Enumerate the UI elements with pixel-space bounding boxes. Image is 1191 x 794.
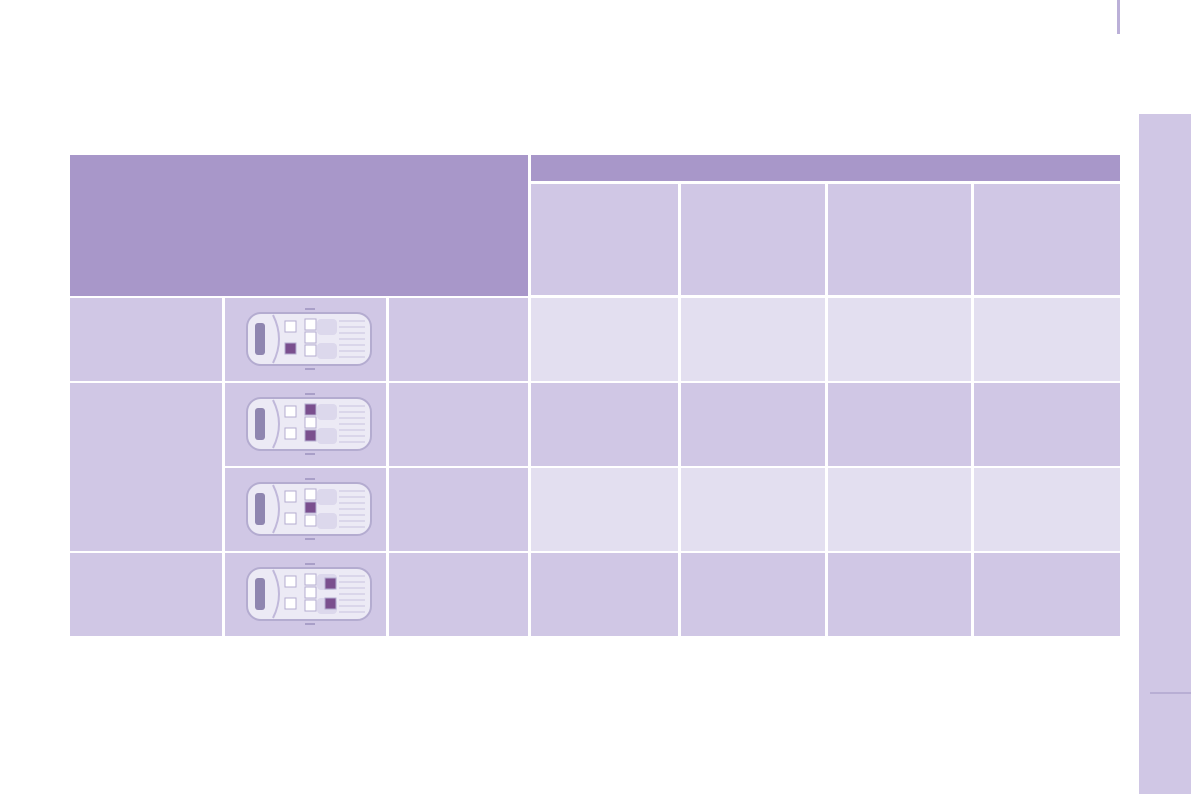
subheader-cell	[531, 184, 678, 295]
car-top-view-icon	[246, 478, 372, 540]
seat-driver	[284, 575, 297, 588]
value-cell	[531, 468, 678, 551]
value-cell	[531, 553, 678, 636]
subheader-cell	[974, 184, 1120, 295]
chapter-tab-divider	[1150, 692, 1191, 694]
seat-name-cell	[389, 553, 528, 636]
seat-front-passenger	[284, 427, 297, 440]
seat-row2-center	[304, 331, 317, 344]
seat-diagram-cell	[225, 298, 386, 381]
subheader-cell	[681, 184, 825, 295]
seat-row2-right	[304, 344, 317, 357]
seat-name-cell	[389, 468, 528, 551]
value-cell	[681, 383, 825, 466]
seat-row3-left	[324, 577, 337, 590]
seat-front-passenger	[284, 597, 297, 610]
value-cell	[681, 298, 825, 381]
value-cell	[828, 383, 971, 466]
seat-row2-right	[304, 514, 317, 527]
seat-row2-center	[304, 586, 317, 599]
row-label-cell	[70, 553, 222, 636]
chapter-tab	[1139, 114, 1191, 794]
seat-name-cell	[389, 298, 528, 381]
value-cell	[974, 553, 1120, 636]
value-cell	[681, 468, 825, 551]
value-cell	[828, 468, 971, 551]
value-cell	[531, 298, 678, 381]
seat-front-passenger	[284, 342, 297, 355]
seat-row3-right	[324, 597, 337, 610]
seat-row2-left	[304, 318, 317, 331]
row-label-cell	[70, 298, 222, 381]
seat-row2-right	[304, 599, 317, 612]
value-cell	[974, 298, 1120, 381]
seat-row2-center	[304, 416, 317, 429]
value-cell	[974, 383, 1120, 466]
car-top-view-icon	[246, 308, 372, 370]
seat-row2-left	[304, 573, 317, 586]
seat-diagram-cell	[225, 553, 386, 636]
seat-row2-left	[304, 488, 317, 501]
seat-driver	[284, 490, 297, 503]
value-cell	[974, 468, 1120, 551]
car-top-view-icon	[246, 393, 372, 455]
seat-diagram-cell	[225, 468, 386, 551]
seat-name-cell	[389, 383, 528, 466]
subheader-cell	[828, 184, 971, 295]
value-cell	[828, 298, 971, 381]
value-cell	[681, 553, 825, 636]
seat-driver	[284, 405, 297, 418]
seat-row2-right	[304, 429, 317, 442]
header-right-top	[531, 155, 1120, 181]
header-left	[70, 155, 528, 296]
seat-driver	[284, 320, 297, 333]
seat-front-passenger	[284, 512, 297, 525]
value-cell	[531, 383, 678, 466]
seat-row2-left	[304, 403, 317, 416]
row-label-cell	[70, 383, 222, 551]
page-corner-mark	[1117, 0, 1120, 34]
car-top-view-icon	[246, 563, 372, 625]
seat-diagram-cell	[225, 383, 386, 466]
seat-row2-center	[304, 501, 317, 514]
value-cell	[828, 553, 971, 636]
